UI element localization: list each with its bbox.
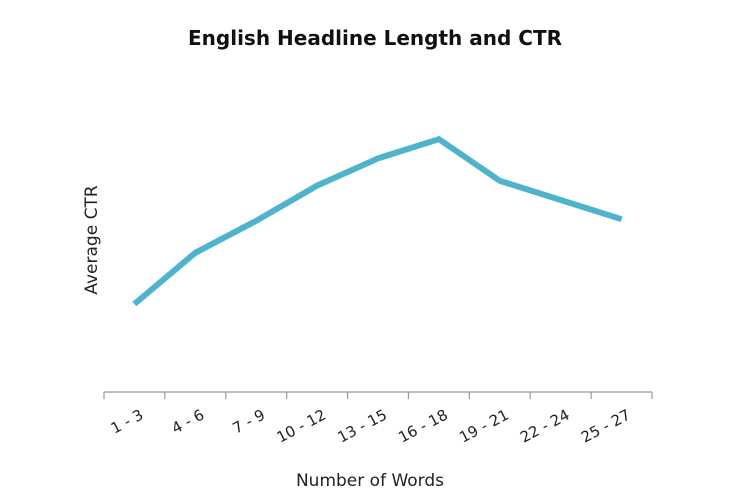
x-tick-label: 4 - 6 <box>169 406 208 438</box>
x-tick-label: 7 - 9 <box>230 406 269 438</box>
chart-title: English Headline Length and CTR <box>188 26 562 50</box>
x-axis-ticks <box>103 392 653 399</box>
series-line <box>132 135 623 307</box>
x-tick-label: 19 - 21 <box>456 406 511 447</box>
x-axis-tick-labels: 1 - 3 4 - 6 7 - 9 10 - 12 13 - 15 16 - 18 19 -… <box>108 406 634 447</box>
x-tick-label: 1 - 3 <box>108 406 147 438</box>
y-axis-label: Average CTR <box>82 185 102 294</box>
x-tick-label: 25 - 27 <box>578 406 633 447</box>
x-tick-label: 10 - 12 <box>274 406 329 447</box>
x-tick-label: 22 - 24 <box>517 406 572 447</box>
x-axis-label: Number of Words <box>296 471 444 491</box>
x-tick-label: 13 - 15 <box>335 406 390 447</box>
x-tick-label: 16 - 18 <box>395 406 450 447</box>
series-group <box>132 135 623 307</box>
